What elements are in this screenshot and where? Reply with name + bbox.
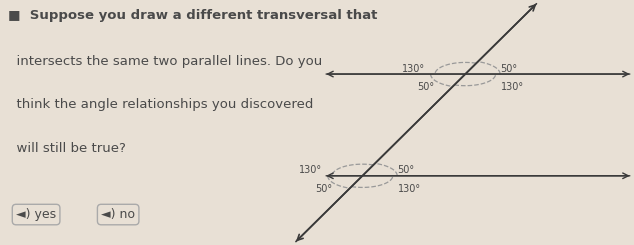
Text: 50°: 50°: [314, 184, 332, 194]
Text: ◄) yes: ◄) yes: [16, 208, 56, 221]
Text: will still be true?: will still be true?: [8, 142, 126, 155]
Text: 50°: 50°: [500, 64, 517, 74]
Text: 130°: 130°: [402, 64, 425, 74]
Text: intersects the same two parallel lines. Do you: intersects the same two parallel lines. …: [8, 55, 322, 68]
Text: 50°: 50°: [397, 165, 414, 175]
Text: 130°: 130°: [501, 82, 524, 92]
Text: ■  Suppose you draw a different transversal that: ■ Suppose you draw a different transvers…: [8, 9, 377, 22]
Text: think the angle relationships you discovered: think the angle relationships you discov…: [8, 98, 313, 111]
Text: ◄) no: ◄) no: [101, 208, 135, 221]
Text: 50°: 50°: [418, 82, 435, 92]
Text: 130°: 130°: [299, 165, 322, 175]
Text: 130°: 130°: [398, 184, 422, 194]
